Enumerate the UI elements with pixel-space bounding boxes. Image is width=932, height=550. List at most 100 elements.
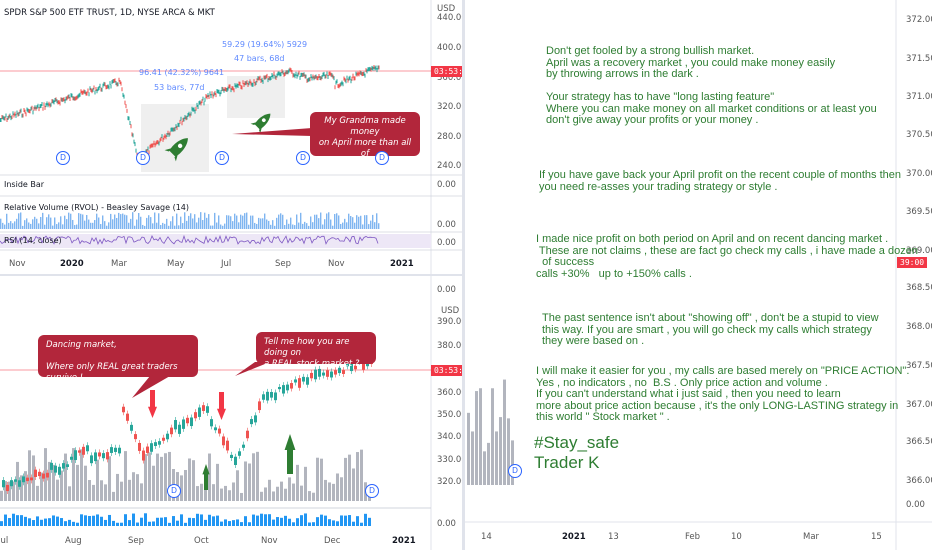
candle-body [298,378,301,388]
dividend-marker[interactable]: D [365,484,379,498]
rvol-bar [204,212,206,229]
x-tick-label: 13 [608,532,619,542]
blue-volume-bar [220,521,223,526]
candle-body [6,484,9,492]
rvol-bar [296,214,298,229]
rvol-bar [208,214,210,229]
volume-bar [76,464,79,501]
spy-daily-chart[interactable] [0,0,462,274]
rvol-bar [46,217,48,229]
x-tick-label: Nov [328,259,345,269]
dividend-marker[interactable]: D [296,151,310,165]
volume-bar [0,490,3,501]
volume-bar [4,481,7,501]
candle-body [26,477,29,482]
rvol-bar [38,223,40,229]
spy-zoom-chart[interactable] [0,276,462,550]
rvol-bar [6,213,8,229]
blue-volume-bar [92,515,95,526]
volume-bar [108,456,111,501]
rvol-bar [48,214,50,229]
right-notes-pane[interactable]: 372.00 371.50 371.00 370.50 370.00 369.50 369.… [465,0,932,550]
dividend-marker[interactable]: D [508,464,522,478]
y-tick-label: 368.00 [906,322,932,332]
x-tick-label: Oct [194,536,209,546]
rvol-bar [8,222,10,229]
rvol-bar [320,212,322,229]
rvol-bar [54,217,56,229]
rvol-bar [300,212,302,229]
candle-body [134,434,137,440]
bubble-pointer [232,128,312,136]
candle-body [222,436,225,446]
volume-bar [471,431,474,485]
candle-body [90,455,93,464]
left-bottom-chart-pane[interactable]: USD 0.00390.00380.00370.00360.00350.0034… [0,276,462,550]
volume-bar [196,486,199,501]
rvol-bar [216,222,218,229]
candle-body [226,440,229,451]
pane-divider-vertical[interactable] [462,0,465,550]
rvol-bar [34,216,36,229]
candle-body [18,480,21,487]
rvol-bar [290,217,292,229]
y-tick-label: 369.50 [906,207,932,217]
dividend-marker[interactable]: D [136,151,150,165]
volume-bar [320,458,323,501]
candle-body [22,476,25,483]
rvol-bar [266,219,268,229]
candle-body [250,419,253,425]
dancing-market-bubble[interactable]: Dancing market, Where only REAL great tr… [38,335,198,383]
rvol-bar [40,216,42,229]
pane-divider-horizontal[interactable] [0,274,462,276]
rvol-bar [264,213,266,229]
rvol-bar [356,215,358,229]
blue-volume-bar [8,518,11,526]
rvol-bar [42,212,44,229]
y-tick-label: 368.50 [906,283,932,293]
dividend-marker[interactable]: D [215,151,229,165]
rvol-bar [16,218,18,229]
rvol-bar [100,224,102,229]
measure1-line2: 53 bars, 77d [154,83,205,92]
candle-body [138,442,141,451]
rvol-bar [248,224,250,229]
blue-volume-bar [144,513,147,526]
blue-volume-bar [112,520,115,526]
dividend-marker[interactable]: D [167,484,181,498]
volume-bar [68,486,71,501]
rvol-bar [372,214,374,229]
currency-label: USD [437,4,456,14]
volume-bar [148,452,151,501]
blue-volume-bar [140,517,143,526]
rvol-bar [274,225,276,229]
candle-body [174,420,177,430]
blue-volume-bar [272,519,275,526]
real-market-bubble[interactable]: Tell me how you are doing on a REAL stoc… [256,332,376,369]
blue-volume-bar [64,521,67,526]
blue-volume-bar [188,517,191,526]
blue-volume-bar [332,520,335,526]
grandma-bubble[interactable]: My Grandma made money on April more than… [310,112,420,170]
notes-chart[interactable] [465,0,932,550]
rvol-bar [76,224,78,229]
volume-bar [236,470,239,501]
blue-volume-bar [352,521,355,526]
volume-bar [316,457,319,501]
blue-volume-bar [44,518,47,526]
dividend-marker[interactable]: D [375,151,389,165]
measure1-line1: 96.41 (42.32%) 9641 [139,68,225,77]
y-tick-label: 360.00 [437,388,462,398]
volume-bar [44,448,47,501]
volume-bar [491,388,494,485]
volume-bar [152,465,155,501]
dividend-marker[interactable]: D [56,151,70,165]
rvol-bar [24,220,26,229]
rvol-bar [106,225,108,229]
rvol-bar [108,222,110,229]
blue-volume-bar [256,515,259,526]
rvol-bar [28,222,30,229]
left-top-chart-pane[interactable]: SPDR S&P 500 ETF TRUST, 1D, NYSE ARCA & … [0,0,462,274]
blue-volume-bar [328,519,331,526]
rvol-bar [190,213,192,229]
